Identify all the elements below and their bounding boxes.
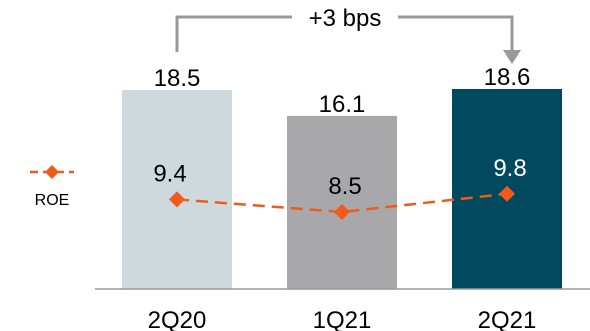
roe-value-label: 9.8 [493, 155, 526, 182]
bar-2Q20 [122, 90, 232, 289]
roe-marker [334, 204, 350, 220]
roe-label-layer: 9.4 8.5 9.8 [153, 155, 526, 200]
bar-value-label: 18.5 [154, 65, 201, 92]
roe-value-label: 8.5 [328, 173, 361, 200]
category-label: 2Q20 [148, 307, 207, 331]
annotation-layer: +3 bps [175, 5, 521, 64]
roe-line-layer [169, 185, 515, 220]
bar-label-layer: 18.5 16.1 18.6 [154, 64, 531, 118]
bar-value-label: 18.6 [484, 64, 531, 91]
roe-value-label: 9.4 [153, 160, 186, 187]
legend: ROE [30, 165, 74, 209]
roe-line [176, 192, 508, 214]
bar-layer [122, 89, 562, 290]
annotation-bracket-left [175, 15, 292, 52]
bar-1Q21 [287, 115, 397, 290]
annotation-label: +3 bps [309, 5, 382, 32]
annotation-arrowhead [503, 50, 521, 64]
bar-value-label: 16.1 [319, 91, 366, 118]
roe-marker [169, 191, 185, 208]
roe-marker [499, 185, 515, 202]
category-label: 2Q21 [478, 307, 537, 331]
category-label-layer: 2Q20 1Q21 2Q21 [148, 307, 537, 331]
legend-diamond-icon [45, 165, 59, 179]
annotation-bracket-right [398, 15, 514, 52]
category-label: 1Q21 [313, 307, 372, 331]
legend-label: ROE [35, 192, 70, 209]
